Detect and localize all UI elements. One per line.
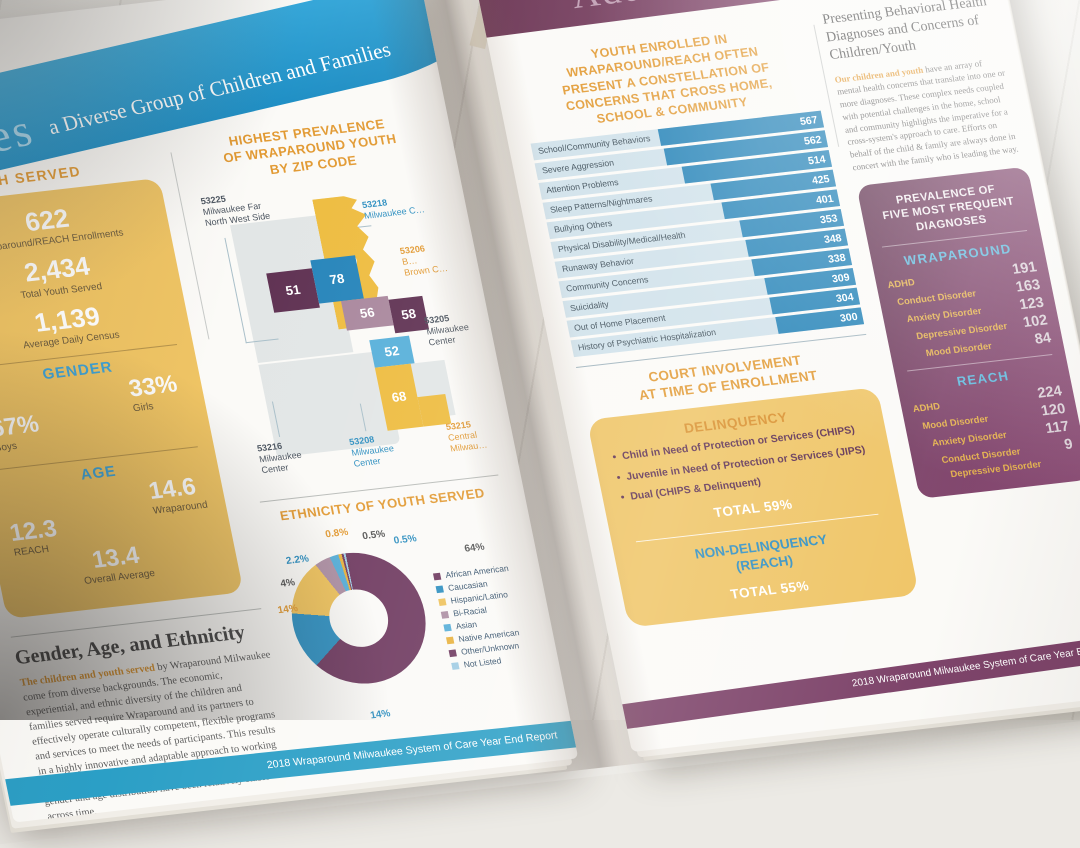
diagnosis-label: ADHD bbox=[911, 399, 941, 414]
legend-swatch bbox=[445, 636, 455, 644]
ethnicity-section: ETHNICITY OF YOUTH SERVED African Americ… bbox=[259, 474, 546, 733]
bar-value: 567 bbox=[798, 113, 819, 128]
presenting-heading: Presenting Behavioral Health Diagnoses a… bbox=[821, 0, 988, 64]
court-involvement-box: DELINQUENCY • Child in Need of Protection… bbox=[586, 387, 920, 628]
zip-value-block: 58 bbox=[388, 295, 430, 333]
page-title: Addresses bbox=[567, 0, 749, 18]
diagnosis-value: 120 bbox=[1039, 401, 1068, 420]
bar-value: 300 bbox=[838, 310, 859, 325]
stat-value: 33% bbox=[126, 370, 180, 403]
stat-value: 12.3 bbox=[7, 514, 60, 547]
bar-value: 425 bbox=[810, 172, 831, 187]
zip-label: 53208 Milwaukee Center bbox=[348, 432, 397, 469]
diagnosis-value: 117 bbox=[1044, 418, 1071, 438]
zip-value-block: 51 bbox=[266, 267, 320, 313]
bar-value: 562 bbox=[802, 133, 823, 148]
stat-block: 67% Boys bbox=[0, 410, 44, 454]
donut-callout: 0.5% bbox=[361, 528, 387, 543]
legend-label: Caucasian bbox=[447, 578, 489, 593]
zip-label: 53215 Central Milwau… bbox=[445, 418, 488, 455]
prevalence-box: PREVALENCE OF FIVE MOST FREQUENT DIAGNOS… bbox=[856, 166, 1080, 500]
diagnosis-value: 102 bbox=[1021, 312, 1049, 332]
donut-callout: 0.8% bbox=[324, 526, 350, 541]
age-stats: 12.3 REACH 14.6 Wraparound 13.4 Overall Avera… bbox=[0, 471, 229, 605]
bar-value: 309 bbox=[830, 271, 851, 286]
stat-block: 14.6 Wraparound bbox=[146, 472, 208, 517]
diagnosis-label: ADHD bbox=[886, 275, 916, 290]
chart-legend: African American Caucasian Hispanic/Latino… bbox=[432, 563, 529, 674]
ethnicity-heading: ETHNICITY OF YOUTH SERVED bbox=[278, 485, 486, 524]
bar-value: 348 bbox=[822, 231, 843, 246]
open-report-spread: Serves a Diverse Group of Children and F… bbox=[0, 0, 1080, 826]
zip-label: 53205 Milwaukee Center bbox=[423, 311, 472, 348]
zip-label: 53206 B… Brown C… bbox=[399, 241, 449, 278]
stat-value: 14.6 bbox=[146, 472, 199, 505]
donut-callout: 14% bbox=[369, 708, 392, 722]
ethnicity-donut-chart: African American Caucasian Hispanic/Latino… bbox=[270, 523, 546, 733]
presenting-body: Our children and youth have an array of … bbox=[833, 54, 1024, 174]
bar-value: 514 bbox=[806, 153, 827, 168]
stat-block: 33% Girls bbox=[126, 370, 182, 414]
legend-label: Not Listed bbox=[462, 655, 503, 670]
right-page: Addresses Complex Issues YOUTH ENROLLED … bbox=[471, 0, 1080, 753]
legend-swatch bbox=[435, 584, 444, 593]
prevalence-groups: WRAPAROUND ADHD 191 Conduct Disorder 163 Anxi… bbox=[882, 239, 1077, 482]
donut-callouts: 64% 14% 14% 4% 2.2% 0.8% 0.5% 0.5% bbox=[270, 523, 508, 721]
legend-swatch bbox=[440, 610, 450, 619]
legend-swatch bbox=[448, 648, 457, 657]
diagnosis-value: 224 bbox=[1036, 383, 1064, 402]
diagnosis-value: 191 bbox=[1010, 259, 1039, 279]
donut-callout: 0.5% bbox=[392, 533, 418, 547]
legend-swatch bbox=[438, 597, 447, 606]
donut-callout: 64% bbox=[463, 541, 486, 555]
concerns-bar-chart: School/Community Behaviors 567 Severe Aggr… bbox=[530, 110, 865, 358]
stat-block: 1,139 Average Daily Census bbox=[0, 294, 179, 358]
youth-served-stats: 622 Wraparound/REACH Enrollments 2,434 Tota… bbox=[0, 195, 179, 358]
legend-label: Bi-Racial bbox=[452, 604, 488, 619]
legend-label: Asian bbox=[454, 618, 478, 632]
donut-callout: 2.2% bbox=[285, 553, 310, 567]
donut-callout: 14% bbox=[276, 603, 299, 617]
diagnosis-value: 84 bbox=[1033, 330, 1053, 348]
diagnosis-value: 163 bbox=[1014, 277, 1042, 296]
donut-ring bbox=[279, 545, 438, 691]
bar-value: 338 bbox=[826, 251, 847, 266]
prevalence-heading: PREVALENCE OF FIVE MOST FREQUENT DIAGNOS… bbox=[881, 183, 1016, 234]
zip-value-block: 56 bbox=[340, 295, 394, 331]
bar-value: 304 bbox=[834, 290, 855, 305]
zip-label: 53218 Milwaukee C… bbox=[361, 193, 426, 221]
bar-value: 353 bbox=[818, 212, 839, 227]
bar-value: 401 bbox=[814, 192, 835, 207]
bullet-icon: • bbox=[611, 452, 618, 464]
legend-swatch bbox=[451, 661, 460, 670]
legend-swatch bbox=[443, 623, 452, 632]
legend-swatch bbox=[432, 572, 442, 580]
bullet-icon: • bbox=[619, 492, 626, 504]
zip-label: 53216 Milwaukee Center bbox=[256, 439, 305, 476]
zip-value-block: 78 bbox=[310, 255, 364, 304]
diagnosis-value: 9 bbox=[1062, 436, 1075, 454]
bar-label: Suicidality bbox=[569, 299, 610, 314]
bullet-icon: • bbox=[615, 472, 622, 484]
stat-value: 67% bbox=[0, 410, 42, 443]
left-page: Serves a Diverse Group of Children and F… bbox=[0, 0, 578, 823]
diagnosis-value: 123 bbox=[1018, 294, 1046, 314]
donut-callout: 4% bbox=[279, 577, 297, 590]
